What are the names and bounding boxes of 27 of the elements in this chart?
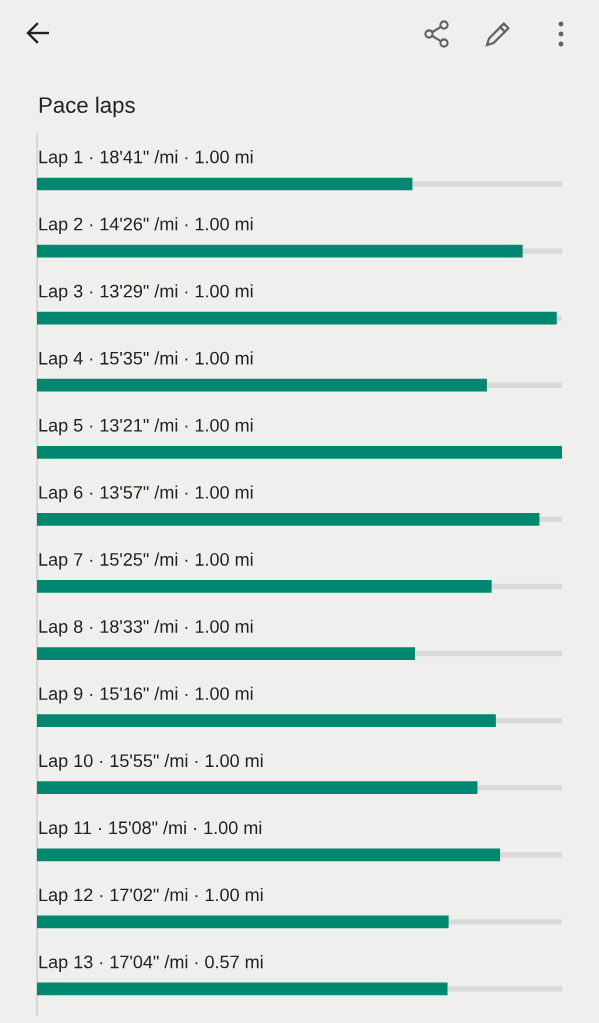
bar — [37, 311, 557, 325]
y-tick-label: Lap 6 · 13'57" /mi · 1.00 mi — [39, 485, 253, 503]
bar — [37, 982, 448, 996]
y-tick-label: Lap 1 · 18'41" /mi · 1.00 mi — [39, 150, 253, 167]
bar — [37, 445, 562, 459]
bar — [37, 177, 413, 191]
bar — [37, 513, 540, 526]
y-tick-label: Lap 7 · 15'25" /mi · 1.00 mi — [39, 552, 253, 570]
y-tick-label: Lap 10 · 15'55" /mi · 1.00 mi — [39, 753, 263, 771]
bar — [37, 714, 496, 728]
y-tick-label: Lap 8 · 18'33" /mi · 1.00 mi — [39, 619, 253, 637]
bar — [37, 244, 523, 258]
y-tick-label: Lap 12 · 17'02" /mi · 1.00 mi — [39, 887, 263, 905]
y-tick-label: Lap 2 · 14'26" /mi · 1.00 mi — [39, 217, 253, 235]
chart-title: Pace laps — [39, 96, 135, 118]
y-tick-label: Lap 11 · 15'08" /mi · 1.00 mi — [39, 820, 262, 838]
bar — [37, 647, 415, 660]
bar — [37, 580, 492, 593]
bar — [37, 378, 487, 392]
y-tick-label: Lap 13 · 17'04" /mi · 0.57 mi — [39, 955, 263, 972]
y-tick-label: Lap 9 · 15'16" /mi · 1.00 mi — [39, 686, 253, 704]
y-tick-label: Lap 3 · 13'29" /mi · 1.00 mi — [39, 284, 253, 302]
bar — [37, 848, 501, 862]
bar — [37, 781, 478, 795]
bar — [37, 915, 449, 929]
y-tick-label: Lap 4 · 15'35" /mi · 1.00 mi — [39, 351, 253, 369]
y-tick-label: Lap 5 · 13'21" /mi · 1.00 mi — [39, 418, 253, 436]
